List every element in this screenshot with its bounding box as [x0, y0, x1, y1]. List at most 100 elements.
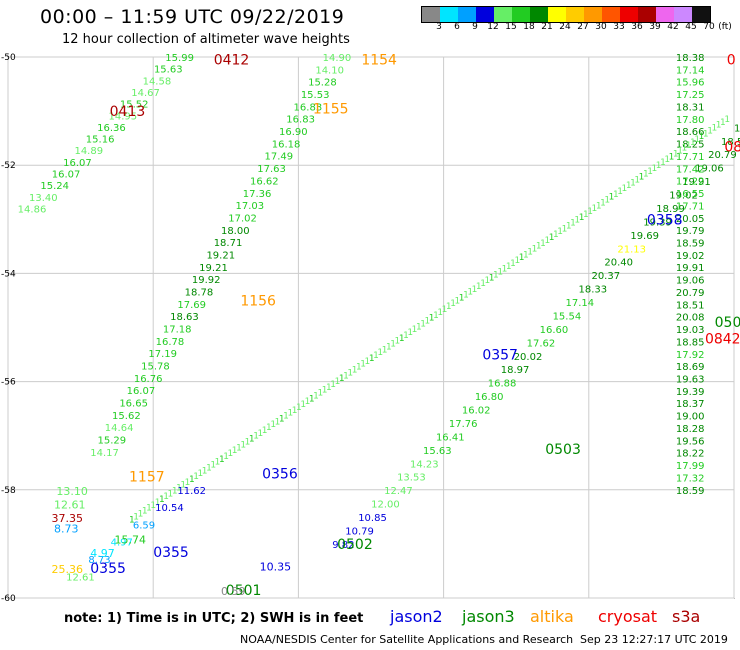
track-point: 1	[412, 325, 418, 335]
track-point: 1	[369, 354, 375, 364]
track-value: 20.40	[604, 258, 633, 269]
track-value: 16.07	[52, 170, 81, 181]
track-value: 18.38	[676, 53, 705, 64]
legend-tick-label: 3	[436, 22, 442, 32]
track-value: 16.83	[294, 102, 323, 113]
track-point: 1	[562, 224, 568, 234]
track-value: 17.14	[676, 65, 705, 76]
track-point: 1	[283, 412, 289, 422]
track-value: 14.64	[105, 423, 134, 434]
track-value: 16.78	[156, 337, 185, 348]
track-point: 1	[373, 351, 379, 361]
sat-s3a: s3a	[672, 607, 701, 626]
track-value: 17.14	[566, 298, 595, 309]
track-value: 20.37	[591, 271, 620, 282]
track-value: 16.83	[286, 115, 315, 126]
track-point: 1	[193, 472, 199, 482]
track-value: 18.85	[676, 337, 705, 348]
track-value: 18.22	[676, 449, 705, 460]
track-point: 1	[223, 452, 229, 462]
track-point: 1	[129, 515, 135, 525]
track-value: 19.79	[676, 226, 705, 237]
track-point: 1	[639, 173, 645, 183]
pass-label: 1156	[240, 293, 276, 309]
track-value: 16.41	[436, 432, 465, 443]
track-value: 18.28	[676, 424, 705, 435]
track-point: 1	[395, 337, 401, 347]
track-point: 1	[544, 236, 550, 246]
track-value: 15.62	[112, 411, 141, 422]
track-point: 1	[536, 242, 542, 252]
track-value: 17.69	[177, 300, 206, 311]
track-value: 20.79	[708, 150, 737, 161]
track-point: 1	[540, 239, 546, 249]
y-tick-label: -60	[1, 594, 16, 604]
track-point: 1	[386, 342, 392, 352]
pass-label: 37.35	[52, 512, 83, 525]
track-value: 19.91	[676, 263, 705, 274]
pass-label: 0504	[715, 315, 740, 331]
track-value: 17.32	[676, 473, 705, 484]
track-point: 1	[724, 115, 730, 125]
track-point: 1	[694, 135, 700, 145]
track-value: 15.24	[40, 181, 69, 192]
track-point: 1	[604, 196, 610, 206]
track-point: 1	[669, 152, 675, 162]
track-value: 18.51	[676, 300, 705, 311]
track-point: 1	[656, 161, 662, 171]
track-point: 1	[437, 308, 443, 318]
track-point: 1	[493, 270, 499, 280]
track-value: 16.80	[475, 392, 504, 403]
footer-note: note: 1) Time is in UTC; 2) SWH is in fe…	[64, 611, 364, 626]
track-value: 19.63	[676, 375, 705, 386]
track-point: 1	[215, 458, 221, 468]
track-point: 1	[472, 285, 478, 295]
track-value: 15.99	[165, 53, 194, 64]
track-point: 1	[330, 380, 336, 390]
pass-label: 0355	[90, 561, 126, 577]
track-point: 1	[206, 463, 212, 473]
track-point: 1	[138, 509, 144, 519]
track-value: 17.71	[676, 152, 705, 163]
track-point: 1	[356, 363, 362, 373]
pass-label: 0355	[153, 545, 189, 561]
legend-swatch	[656, 7, 674, 22]
legend-tick-label: 18	[523, 22, 535, 32]
track-value: 19.69	[630, 231, 659, 242]
track-value: 16.07	[127, 386, 156, 397]
track-point: 1	[335, 377, 341, 387]
legend-tick-label: 6	[454, 22, 460, 32]
pass-label: 10.35	[260, 561, 292, 574]
track-value: 18.25	[676, 140, 705, 151]
legend-tick-label: 70	[703, 22, 715, 32]
track-point: 1	[442, 305, 448, 315]
track-value: 12.61	[66, 572, 95, 583]
track-point: 1	[450, 299, 456, 309]
track-value: 14.17	[90, 448, 119, 459]
page-title: 00:00 – 11:59 UTC 09/22/2019	[40, 6, 345, 28]
legend-swatch	[548, 7, 566, 22]
track-point: 1	[686, 141, 692, 151]
track-value: 14.58	[143, 76, 172, 87]
track-point: 1	[549, 233, 555, 243]
track-value: 19.02	[676, 251, 705, 262]
pass-label: 0503	[545, 442, 581, 458]
track-value: 15.16	[86, 135, 115, 146]
pass-label: 13.10	[56, 485, 88, 498]
track-point: 1	[480, 279, 486, 289]
pass-label: 15.74	[114, 533, 146, 546]
track-value: 10.79	[345, 526, 374, 537]
legend-swatch	[566, 7, 584, 22]
track-value: 19.39	[643, 217, 672, 228]
track-point: 1	[673, 149, 679, 159]
track-value: 18.59	[676, 486, 705, 497]
track-point: 1	[142, 507, 148, 517]
track-value: 17.03	[235, 201, 264, 212]
track-value: 19.00	[676, 412, 705, 423]
track-point: 1	[454, 296, 460, 306]
legend-tick-label: 24	[559, 22, 571, 32]
track-value: 15.54	[553, 311, 582, 322]
color-legend-bar	[421, 6, 711, 23]
track-value: 10.85	[358, 513, 387, 524]
legend-swatch	[692, 7, 710, 22]
